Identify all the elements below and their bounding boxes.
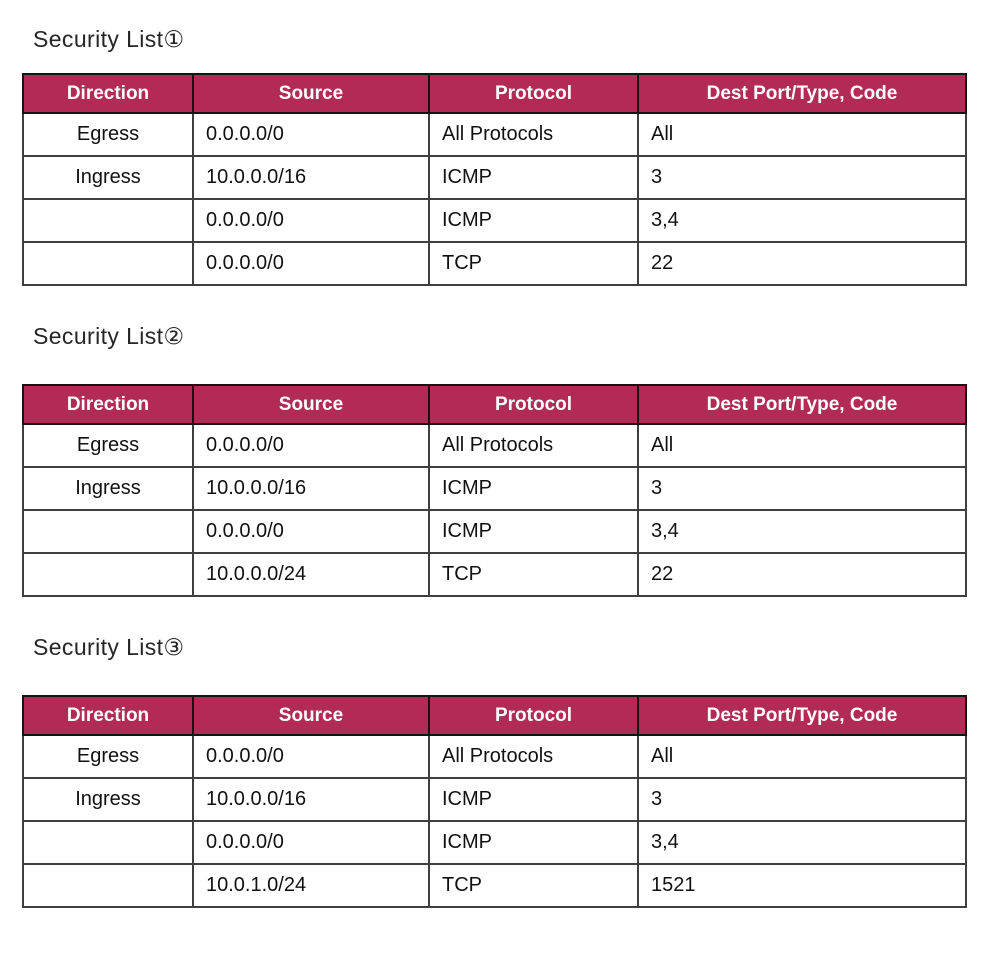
cell-source: 0.0.0.0/0 xyxy=(192,734,430,779)
document-page: Security List① Direction Source Protocol… xyxy=(22,26,967,908)
cell-protocol: ICMP xyxy=(428,509,639,554)
cell-source: 0.0.0.0/0 xyxy=(192,423,430,468)
cell-direction xyxy=(22,198,194,243)
header-cell-source: Source xyxy=(192,695,430,736)
cell-direction: Ingress xyxy=(22,155,194,200)
table-row: Egress 0.0.0.0/0 All Protocols All xyxy=(22,112,967,157)
cell-direction: Ingress xyxy=(22,466,194,511)
cell-dest: 22 xyxy=(637,552,967,597)
header-cell-source: Source xyxy=(192,73,430,114)
header-cell-direction: Direction xyxy=(22,384,194,425)
cell-direction: Ingress xyxy=(22,777,194,822)
cell-source: 10.0.0.0/16 xyxy=(192,155,430,200)
security-list-3-section: Security List③ Direction Source Protocol… xyxy=(22,634,967,908)
cell-source: 10.0.1.0/24 xyxy=(192,863,430,908)
cell-source: 0.0.0.0/0 xyxy=(192,241,430,286)
cell-protocol: TCP xyxy=(428,552,639,597)
cell-source: 0.0.0.0/0 xyxy=(192,112,430,157)
cell-source: 10.0.0.0/16 xyxy=(192,777,430,822)
cell-protocol: All Protocols xyxy=(428,423,639,468)
table-title-1: Security List① xyxy=(33,26,185,52)
security-list-2-section: Security List② Direction Source Protocol… xyxy=(22,323,967,597)
cell-direction xyxy=(22,509,194,554)
cell-source: 0.0.0.0/0 xyxy=(192,198,430,243)
cell-source: 10.0.0.0/24 xyxy=(192,552,430,597)
cell-direction xyxy=(22,820,194,865)
cell-direction: Egress xyxy=(22,423,194,468)
cell-dest: 3 xyxy=(637,155,967,200)
cell-dest: 3,4 xyxy=(637,198,967,243)
security-table-2: Direction Source Protocol Dest Port/Type… xyxy=(22,384,967,597)
cell-protocol: ICMP xyxy=(428,777,639,822)
cell-dest: All xyxy=(637,423,967,468)
table-row: Egress 0.0.0.0/0 All Protocols All xyxy=(22,423,967,468)
table-row: 0.0.0.0/0 ICMP 3,4 xyxy=(22,509,967,554)
cell-direction xyxy=(22,863,194,908)
header-cell-source: Source xyxy=(192,384,430,425)
security-table-3: Direction Source Protocol Dest Port/Type… xyxy=(22,695,967,908)
header-cell-protocol: Protocol xyxy=(428,384,639,425)
cell-dest: 3 xyxy=(637,777,967,822)
cell-protocol: TCP xyxy=(428,863,639,908)
header-cell-protocol: Protocol xyxy=(428,73,639,114)
table-row: Ingress 10.0.0.0/16 ICMP 3 xyxy=(22,155,967,200)
header-cell-dest: Dest Port/Type, Code xyxy=(637,384,967,425)
header-row: Direction Source Protocol Dest Port/Type… xyxy=(22,695,967,736)
header-cell-direction: Direction xyxy=(22,695,194,736)
cell-source: 0.0.0.0/0 xyxy=(192,509,430,554)
header-cell-dest: Dest Port/Type, Code xyxy=(637,695,967,736)
table-row: Ingress 10.0.0.0/16 ICMP 3 xyxy=(22,777,967,822)
table-row: 10.0.0.0/24 TCP 22 xyxy=(22,552,967,597)
header-cell-dest: Dest Port/Type, Code xyxy=(637,73,967,114)
cell-source: 0.0.0.0/0 xyxy=(192,820,430,865)
cell-protocol: ICMP xyxy=(428,466,639,511)
cell-dest: All xyxy=(637,112,967,157)
table-title-3: Security List③ xyxy=(33,634,185,660)
cell-protocol: TCP xyxy=(428,241,639,286)
header-cell-direction: Direction xyxy=(22,73,194,114)
cell-dest: All xyxy=(637,734,967,779)
table-row: 0.0.0.0/0 ICMP 3,4 xyxy=(22,198,967,243)
cell-protocol: ICMP xyxy=(428,198,639,243)
table-row: 0.0.0.0/0 TCP 22 xyxy=(22,241,967,286)
header-cell-protocol: Protocol xyxy=(428,695,639,736)
table-row: 10.0.1.0/24 TCP 1521 xyxy=(22,863,967,908)
cell-direction xyxy=(22,241,194,286)
cell-dest: 3,4 xyxy=(637,820,967,865)
cell-dest: 3,4 xyxy=(637,509,967,554)
cell-dest: 22 xyxy=(637,241,967,286)
cell-dest: 3 xyxy=(637,466,967,511)
security-table-1: Direction Source Protocol Dest Port/Type… xyxy=(22,73,967,286)
cell-protocol: ICMP xyxy=(428,820,639,865)
cell-source: 10.0.0.0/16 xyxy=(192,466,430,511)
table-row: Ingress 10.0.0.0/16 ICMP 3 xyxy=(22,466,967,511)
cell-direction: Egress xyxy=(22,112,194,157)
cell-protocol: All Protocols xyxy=(428,112,639,157)
table-title-2: Security List② xyxy=(33,323,185,349)
table-row: 0.0.0.0/0 ICMP 3,4 xyxy=(22,820,967,865)
security-list-1-section: Security List① Direction Source Protocol… xyxy=(22,26,967,286)
cell-direction: Egress xyxy=(22,734,194,779)
cell-direction xyxy=(22,552,194,597)
cell-protocol: All Protocols xyxy=(428,734,639,779)
header-row: Direction Source Protocol Dest Port/Type… xyxy=(22,73,967,114)
cell-dest: 1521 xyxy=(637,863,967,908)
header-row: Direction Source Protocol Dest Port/Type… xyxy=(22,384,967,425)
cell-protocol: ICMP xyxy=(428,155,639,200)
table-row: Egress 0.0.0.0/0 All Protocols All xyxy=(22,734,967,779)
